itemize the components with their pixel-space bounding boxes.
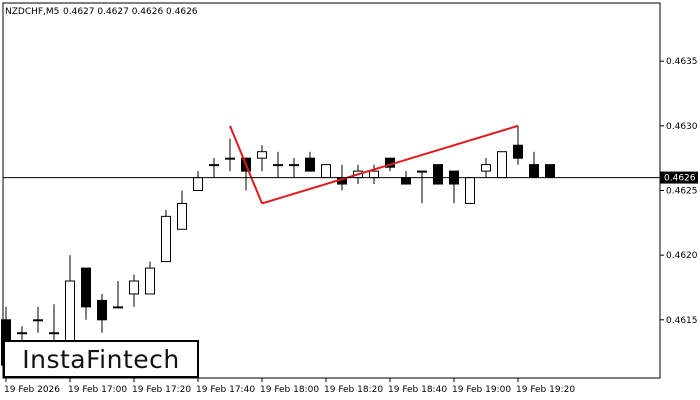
pattern-line: [261, 124, 519, 205]
candle-body: [161, 215, 171, 263]
candle: [33, 306, 43, 333]
candle-body: [529, 164, 539, 179]
price-tick-label: 0.4625: [666, 187, 698, 197]
chart-header-symbol: NZDCHF,M5: [5, 7, 59, 17]
candle-body: [257, 151, 267, 159]
candle-body: [17, 332, 27, 335]
candle-body: [193, 177, 203, 192]
candle: [481, 158, 491, 178]
candle-body: [113, 306, 123, 309]
candle: [305, 151, 315, 172]
pattern-lines-layer: [229, 124, 519, 205]
candle-body: [177, 202, 187, 230]
time-tick-label: 19 Feb 18:40: [388, 385, 447, 395]
candle-body: [369, 170, 379, 179]
candle: [65, 255, 75, 347]
candle: [177, 190, 187, 230]
candle-body: [145, 267, 155, 295]
candle-body: [81, 267, 91, 308]
candle-body: [545, 164, 555, 179]
time-tick-label: 19 Feb 2026: [4, 385, 60, 395]
candle-body: [289, 164, 299, 167]
candle-body: [497, 151, 507, 179]
candle: [81, 267, 91, 320]
current-price-label-bg: [660, 171, 698, 184]
time-tick-label: 19 Feb 19:20: [516, 385, 575, 395]
time-tick-label: 19 Feb 18:20: [324, 385, 383, 395]
candle-body: [65, 280, 75, 347]
candle-body: [513, 144, 523, 159]
candle-body: [465, 177, 475, 204]
instafintech-logo: InstaFintech: [3, 340, 199, 378]
candle-body: [273, 164, 283, 167]
candle-body: [401, 177, 411, 185]
logo-text: InstaFintech: [22, 344, 180, 374]
price-tick-label: 0.4635: [666, 57, 698, 67]
current-price-label-text: 0.4626: [664, 174, 696, 184]
candle: [513, 125, 523, 165]
time-tick-label: 19 Feb 17:20: [132, 385, 191, 395]
current-price-label: 0.4626: [660, 171, 698, 184]
time-tick-label: 19 Feb 17:00: [68, 385, 127, 395]
candle-body: [433, 164, 443, 185]
candle: [433, 164, 443, 185]
candle: [145, 261, 155, 295]
candle: [225, 138, 235, 172]
time-axis: 19 Feb 2026 19 Feb 17:00 19 Feb 17:20 19 Fe…: [4, 378, 575, 395]
candle: [257, 145, 267, 172]
candle: [449, 170, 459, 204]
candle: [321, 164, 331, 179]
candle-body: [97, 299, 107, 321]
candle: [161, 209, 171, 263]
candle-body: [417, 170, 427, 173]
price-axis: 0.4615 0.4620 0.4625 0.4630 0.4635: [660, 57, 698, 326]
time-tick-label: 19 Feb 17:40: [196, 385, 255, 395]
candle: [97, 293, 107, 333]
candle: [113, 281, 123, 309]
price-tick-label: 0.4620: [666, 251, 698, 261]
candle-body: [225, 157, 235, 160]
candle: [129, 274, 139, 307]
candle: [465, 177, 475, 204]
candle: [529, 151, 539, 179]
candle-body: [321, 164, 331, 179]
candle: [209, 158, 219, 178]
candle-body: [481, 164, 491, 172]
chart-header-ohlc: 0.4627 0.4627 0.4626 0.4626: [63, 7, 198, 17]
candle: [289, 158, 299, 178]
candle: [417, 170, 427, 204]
candle-body: [305, 157, 315, 172]
candle-body: [209, 164, 219, 167]
candle-body: [49, 332, 59, 335]
candle: [497, 151, 507, 179]
candle: [193, 171, 203, 192]
price-tick-label: 0.4615: [666, 316, 698, 326]
candle-body: [129, 280, 139, 295]
candle-body: [33, 319, 43, 322]
candle: [545, 164, 555, 179]
candle: [273, 151, 283, 178]
pattern-line: [229, 125, 263, 204]
time-tick-label: 19 Feb 18:00: [260, 385, 319, 395]
price-tick-label: 0.4630: [666, 122, 698, 132]
time-tick-label: 19 Feb 19:00: [452, 385, 511, 395]
